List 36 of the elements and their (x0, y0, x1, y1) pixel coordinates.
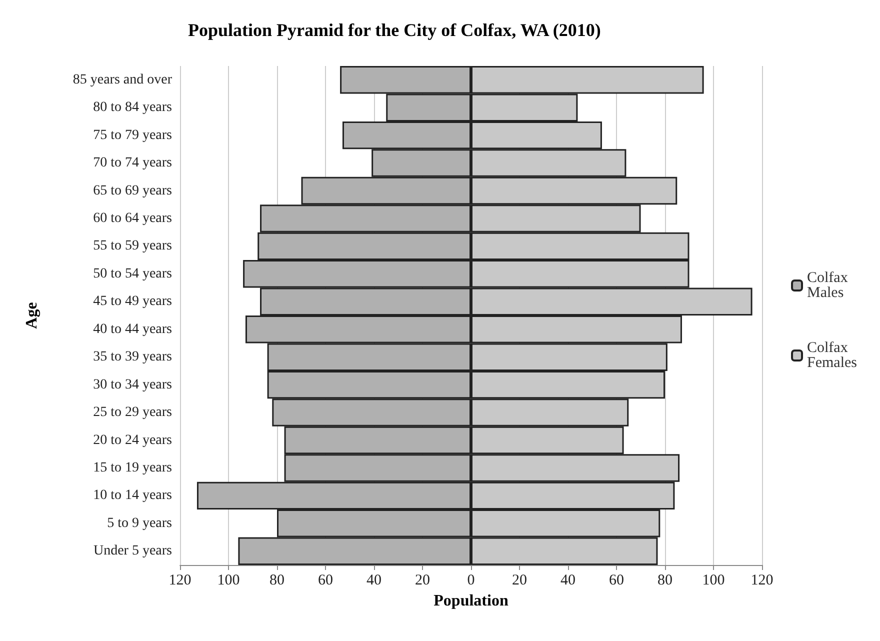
y-tick-label: 50 to 54 years (93, 266, 172, 282)
y-tick-label: Under 5 years (93, 544, 172, 559)
x-tick-label: 40 (366, 572, 382, 588)
y-tick-label: 20 to 24 years (93, 432, 172, 448)
y-tick-label: 35 to 39 years (93, 350, 172, 365)
x-tick-label: 100 (217, 572, 240, 588)
y-tick-label: 40 to 44 years (93, 322, 172, 337)
y-tick-label: 30 to 34 years (93, 377, 172, 392)
y-tick-label: 70 to 74 years (93, 156, 172, 171)
y-tick-label: 65 to 69 years (93, 183, 172, 198)
chart-title: Population Pyramid for the City of Colfax, WA (2010) (188, 20, 601, 40)
y-tick-label: 25 to 29 years (93, 405, 172, 420)
y-tick-label: 5 to 9 years (107, 516, 172, 531)
y-tick-label: 80 to 84 years (93, 100, 172, 116)
x-axis-title: Population (434, 592, 508, 610)
x-tick-label: 120 (168, 572, 192, 588)
y-tick-label: 55 to 59 years (93, 238, 172, 254)
y-tick-label: 60 to 64 years (93, 210, 172, 226)
x-tick-label: 80 (658, 572, 672, 588)
x-tick-label: 0 (467, 572, 475, 588)
legend-label: Colfax Females (807, 340, 858, 371)
y-tick-label: 85 years and over (72, 72, 172, 88)
y-tick-label: 45 to 49 years (93, 294, 172, 310)
x-tick-label: 60 (609, 572, 624, 588)
x-tick-label: 40 (560, 572, 576, 588)
x-tick-label: 80 (270, 572, 284, 588)
y-tick-label: 75 to 79 years (93, 128, 172, 143)
x-tick-label: 60 (318, 572, 333, 588)
x-tick-label: 20 (512, 572, 527, 588)
y-axis-title: Age (24, 302, 40, 329)
y-tick-label: 15 to 19 years (93, 460, 172, 476)
x-tick-label: 120 (750, 572, 774, 588)
y-tick-label: 10 to 14 years (93, 488, 172, 504)
x-tick-label: 100 (702, 572, 725, 588)
legend-label: Colfax Males (807, 270, 852, 301)
x-tick-label: 20 (415, 572, 430, 588)
